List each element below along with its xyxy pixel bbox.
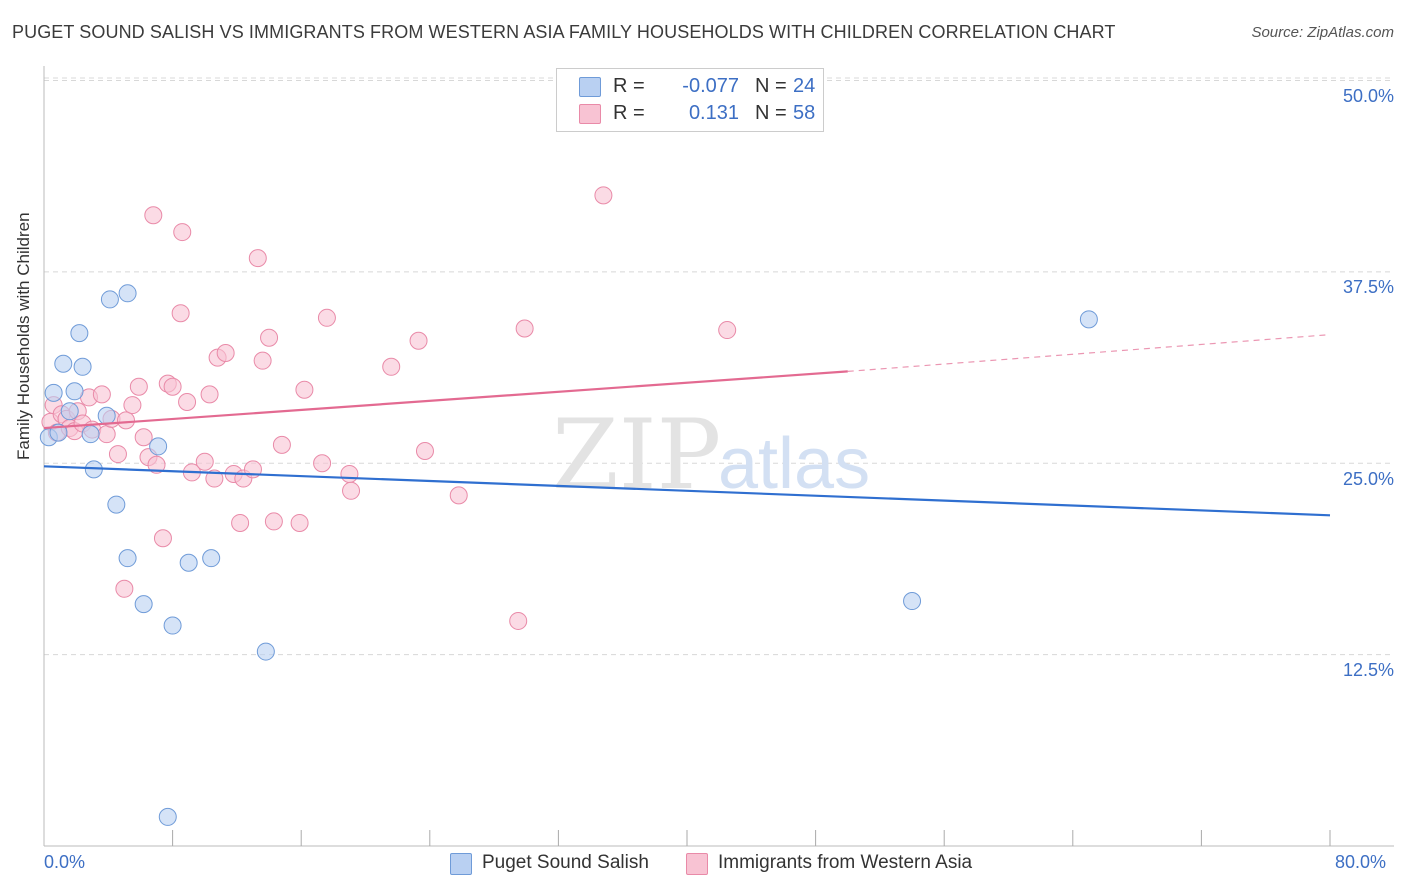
point-western-asia xyxy=(171,304,190,323)
point-puget-sound-salish xyxy=(202,549,221,568)
point-western-asia xyxy=(382,357,401,376)
y-axis-label: Family Households with Children xyxy=(14,212,33,460)
point-western-asia xyxy=(295,380,314,399)
point-western-asia xyxy=(216,344,235,363)
point-western-asia xyxy=(317,308,336,327)
point-western-asia xyxy=(253,351,272,370)
point-puget-sound-salish xyxy=(73,357,92,376)
point-western-asia xyxy=(340,464,359,483)
point-puget-sound-salish xyxy=(44,383,63,402)
chart-title: PUGET SOUND SALISH VS IMMIGRANTS FROM WE… xyxy=(12,22,1116,42)
point-western-asia xyxy=(134,428,153,447)
grid-layer xyxy=(43,66,1394,847)
legend-n-value-western-asia: 58 xyxy=(793,102,816,124)
bottom-legend-swatch-western-asia xyxy=(686,853,708,875)
watermark-zip: ZIP xyxy=(552,399,721,511)
point-puget-sound-salish xyxy=(149,437,168,456)
point-western-asia xyxy=(449,486,468,505)
point-western-asia xyxy=(153,529,172,548)
trendline-puget-sound-salish xyxy=(43,465,1331,517)
point-western-asia xyxy=(115,579,134,598)
point-puget-sound-salish xyxy=(118,549,137,568)
point-western-asia xyxy=(509,611,528,630)
y-tick-label-37-5: 37.5% xyxy=(1342,277,1394,297)
point-western-asia xyxy=(272,435,291,454)
points-layer xyxy=(39,186,1098,826)
point-western-asia xyxy=(264,512,283,531)
point-western-asia xyxy=(718,321,737,340)
point-western-asia xyxy=(248,249,267,268)
legend-n-label: N = xyxy=(755,102,787,124)
point-western-asia xyxy=(123,396,142,415)
point-puget-sound-salish xyxy=(163,616,182,635)
point-western-asia xyxy=(116,411,135,430)
point-western-asia xyxy=(409,331,428,350)
trendline-western-asia xyxy=(43,370,848,430)
trend-layer xyxy=(43,334,1331,517)
legend-r-label: R = xyxy=(613,102,645,124)
point-puget-sound-salish xyxy=(60,402,79,421)
legend-swatch-salish xyxy=(579,77,601,97)
x-tick-label-max: 80.0% xyxy=(1335,852,1387,872)
legend-r-value-salish: -0.077 xyxy=(682,75,739,97)
point-western-asia xyxy=(97,425,116,444)
point-western-asia xyxy=(290,513,309,532)
point-puget-sound-salish xyxy=(256,642,275,661)
point-puget-sound-salish xyxy=(70,324,89,343)
point-puget-sound-salish xyxy=(107,495,126,514)
watermark-atlas: atlas xyxy=(718,424,870,504)
point-puget-sound-salish xyxy=(903,592,922,611)
legend-n-value-salish: 24 xyxy=(793,75,816,97)
legend-n-label: N = xyxy=(755,75,787,97)
point-western-asia xyxy=(415,442,434,461)
point-western-asia xyxy=(342,481,361,500)
point-puget-sound-salish xyxy=(179,553,198,572)
point-puget-sound-salish xyxy=(100,290,119,309)
point-western-asia xyxy=(147,455,166,474)
x-tick-label-min: 0.0% xyxy=(44,852,86,872)
point-western-asia xyxy=(129,377,148,396)
point-puget-sound-salish xyxy=(1079,310,1098,329)
point-western-asia xyxy=(231,513,250,532)
legend-r-label: R = xyxy=(613,75,645,97)
correlation-legend: R = -0.077 N = 24 R = 0.131 N = 58 xyxy=(556,68,824,132)
point-western-asia xyxy=(163,377,182,396)
point-puget-sound-salish xyxy=(54,354,73,373)
point-puget-sound-salish xyxy=(158,807,177,826)
point-puget-sound-salish xyxy=(118,284,137,303)
y-tick-label-12-5: 12.5% xyxy=(1342,660,1394,680)
trendline-western-asia-extension xyxy=(847,334,1331,372)
source-credit: Source: ZipAtlas.com xyxy=(1251,24,1394,41)
legend-r-value-western-asia: 0.131 xyxy=(688,102,739,124)
point-western-asia xyxy=(178,393,197,412)
point-western-asia xyxy=(108,445,127,464)
y-tick-label-25: 25.0% xyxy=(1342,469,1394,489)
bottom-legend-label-western-asia: Immigrants from Western Asia xyxy=(718,852,973,873)
point-western-asia xyxy=(144,206,163,225)
legend-swatch-western-asia xyxy=(579,104,601,124)
point-western-asia xyxy=(260,328,279,347)
point-western-asia xyxy=(205,469,224,488)
point-western-asia xyxy=(195,452,214,471)
point-puget-sound-salish xyxy=(81,425,100,444)
point-western-asia xyxy=(515,319,534,338)
point-western-asia xyxy=(173,223,192,242)
point-western-asia xyxy=(92,385,111,404)
point-puget-sound-salish xyxy=(65,382,84,401)
point-puget-sound-salish xyxy=(97,406,116,425)
point-western-asia xyxy=(313,454,332,473)
bottom-legend-label-salish: Puget Sound Salish xyxy=(482,852,649,873)
point-western-asia xyxy=(594,186,613,205)
point-puget-sound-salish xyxy=(134,595,153,614)
y-tick-label-50: 50.0% xyxy=(1342,86,1394,106)
point-western-asia xyxy=(200,385,219,404)
bottom-legend-swatch-salish xyxy=(450,853,472,875)
